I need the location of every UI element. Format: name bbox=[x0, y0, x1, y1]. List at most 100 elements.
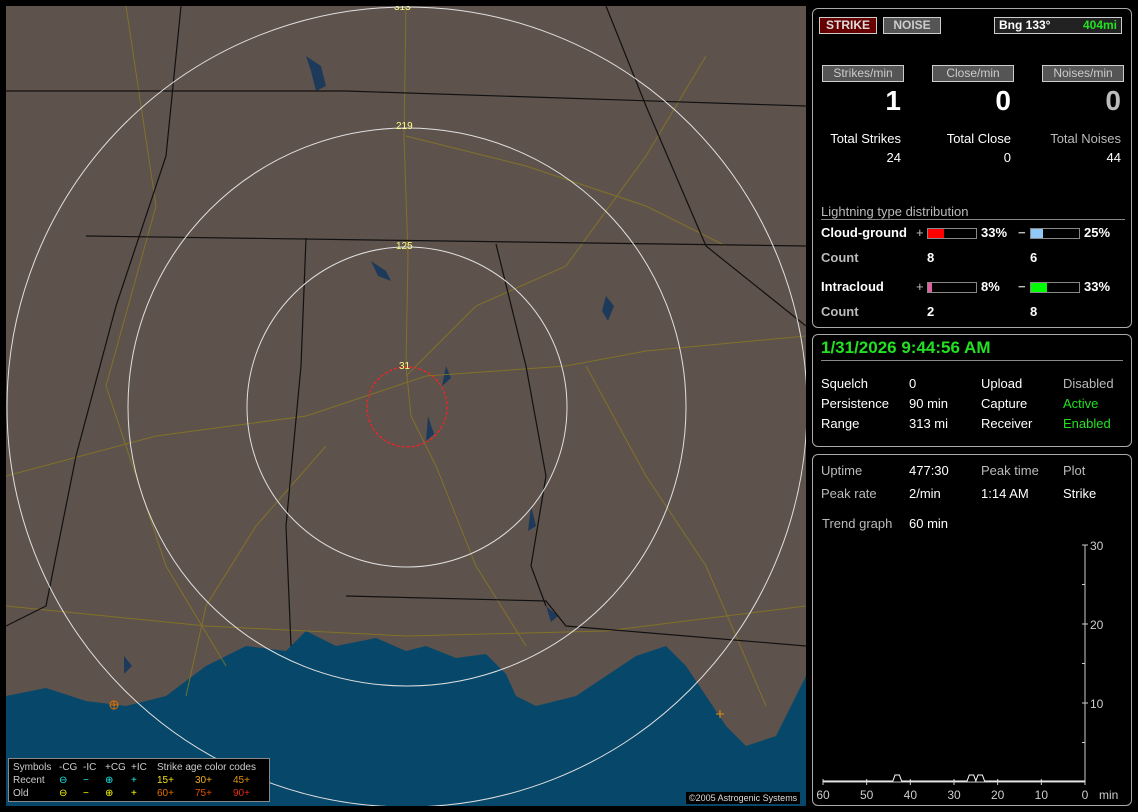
distribution-divider bbox=[821, 219, 1125, 220]
ic-neg-fill bbox=[1031, 283, 1047, 292]
close-per-min-value: 0 bbox=[995, 85, 1011, 116]
symbol-legend: Symbols -CG -IC +CG +IC Strike age color code… bbox=[8, 758, 270, 802]
total-noises-label: Total Noises bbox=[1050, 131, 1121, 146]
status-value: 313 mi bbox=[909, 416, 949, 431]
cg-pos-fill bbox=[928, 229, 944, 238]
status-value: Active bbox=[1063, 396, 1099, 411]
ring-label-313: 313 bbox=[394, 6, 411, 13]
legend-old-label: Old bbox=[13, 788, 29, 799]
x-tick-label: 40 bbox=[904, 788, 918, 802]
strike-map[interactable]: 313 219 125 31 bbox=[6, 6, 806, 806]
noises-per-min-button[interactable]: Noises/min bbox=[1042, 65, 1124, 82]
pos-ic-recent-icon: + bbox=[131, 775, 137, 786]
legend-col: +IC bbox=[131, 762, 147, 773]
trend-panel: Uptime 477:30 Peak time Plot Peak rate 2… bbox=[812, 454, 1132, 806]
x-tick-label: 10 bbox=[1035, 788, 1049, 802]
cg-pos-bar bbox=[927, 228, 977, 239]
status-label: Squelch bbox=[821, 376, 868, 391]
copyright: ©2005 Astrogenic Systems bbox=[686, 792, 801, 804]
cg-label: Cloud-ground bbox=[821, 225, 907, 240]
cg-count-label: Count bbox=[821, 250, 859, 265]
peak-rate-label: Peak rate bbox=[821, 486, 877, 501]
ic-neg-sign: − bbox=[1018, 279, 1026, 294]
rates-panel: STRIKE NOISE Bng 133° 404mi Strikes/min C… bbox=[812, 8, 1132, 328]
total-strikes-value: 24 bbox=[886, 150, 901, 165]
cg-pos-sign: + bbox=[916, 225, 924, 240]
legend-col: +CG bbox=[105, 762, 126, 773]
uptime-label: Uptime bbox=[821, 463, 863, 478]
ring-label-219: 219 bbox=[396, 121, 413, 132]
cg-neg-sign: − bbox=[1018, 225, 1026, 240]
strike-trend-line bbox=[823, 774, 1085, 783]
strikes-per-min-button[interactable]: Strikes/min bbox=[822, 65, 904, 82]
ic-neg-pct: 33% bbox=[1084, 279, 1111, 294]
water-lakes bbox=[124, 56, 614, 674]
status-label: Receiver bbox=[981, 416, 1033, 431]
pos-ic-old-icon: + bbox=[131, 788, 137, 799]
cg-neg-count: 6 bbox=[1030, 250, 1038, 265]
ic-label: Intracloud bbox=[821, 279, 884, 294]
total-close-label: Total Close bbox=[946, 131, 1011, 146]
age-75: 75+ bbox=[195, 788, 212, 799]
cg-neg-bar bbox=[1030, 228, 1080, 239]
cg-neg-fill bbox=[1031, 229, 1043, 238]
strike-button[interactable]: STRIKE bbox=[819, 17, 877, 34]
neg-ic-recent-icon: − bbox=[83, 775, 89, 786]
y-tick-label: 20 bbox=[1090, 618, 1104, 632]
y-tick-label: 30 bbox=[1090, 539, 1104, 553]
legend-age-title: Strike age color codes bbox=[157, 762, 256, 773]
ring-label-31: 31 bbox=[399, 361, 411, 372]
ic-count-label: Count bbox=[821, 304, 859, 319]
x-tick-label: 0 bbox=[1082, 788, 1089, 802]
uptime-value: 477:30 bbox=[909, 463, 949, 478]
cg-neg-pct: 25% bbox=[1084, 225, 1111, 240]
distance-value: 404mi bbox=[1082, 18, 1117, 32]
neg-cg-old-icon: ⊖ bbox=[59, 788, 68, 799]
ic-pos-count: 2 bbox=[927, 304, 935, 319]
status-divider bbox=[821, 360, 1123, 361]
y-tick-label: 10 bbox=[1090, 697, 1104, 711]
x-tick-label: 60 bbox=[816, 788, 830, 802]
status-label: Persistence bbox=[821, 396, 889, 411]
peak-time-label: Peak time bbox=[981, 463, 1039, 478]
ic-pos-sign: + bbox=[916, 279, 924, 294]
legend-recent-label: Recent bbox=[13, 775, 45, 786]
status-label: Range bbox=[821, 416, 860, 431]
close-per-min-button[interactable]: Close/min bbox=[932, 65, 1014, 82]
status-panel: 1/31/2026 9:44:56 AM Squelch 0 Upload Disab… bbox=[812, 334, 1132, 447]
strike-marker-ic[interactable] bbox=[716, 710, 724, 718]
age-30: 30+ bbox=[195, 775, 212, 786]
total-close-value: 0 bbox=[1003, 150, 1011, 165]
legend-col: -IC bbox=[83, 762, 97, 773]
range-rings bbox=[6, 6, 806, 806]
x-tick-label: 20 bbox=[991, 788, 1005, 802]
noise-button[interactable]: NOISE bbox=[883, 17, 941, 34]
ic-neg-bar bbox=[1030, 282, 1080, 293]
ic-pos-pct: 8% bbox=[981, 279, 1000, 294]
plot-value[interactable]: Strike bbox=[1063, 486, 1097, 501]
x-tick-label: 30 bbox=[947, 788, 961, 802]
trend-graph: 60 50 40 30 20 10 0 min 10 20 30 bbox=[816, 539, 1118, 802]
age-15: 15+ bbox=[157, 775, 174, 786]
legend-col: -CG bbox=[59, 762, 78, 773]
x-tick-label: 50 bbox=[860, 788, 874, 802]
trend-value: 60 min bbox=[909, 516, 949, 531]
neg-cg-recent-icon: ⊖ bbox=[59, 775, 68, 786]
ic-pos-bar bbox=[927, 282, 977, 293]
plot-label: Plot bbox=[1063, 463, 1086, 478]
bearing-value: Bng 133° bbox=[999, 18, 1051, 32]
ic-pos-fill bbox=[928, 283, 932, 292]
neg-ic-old-icon: − bbox=[83, 788, 89, 799]
pos-cg-recent-icon: ⊕ bbox=[105, 775, 114, 786]
bearing-readout: Bng 133° 404mi bbox=[994, 17, 1122, 34]
peak-time-value: 1:14 AM bbox=[981, 486, 1029, 501]
ic-neg-count: 8 bbox=[1030, 304, 1038, 319]
trend-label: Trend graph bbox=[822, 516, 893, 531]
status-value: 0 bbox=[909, 376, 917, 391]
legend-symbols-label: Symbols bbox=[13, 762, 52, 773]
strike-marker-cg-cross bbox=[110, 701, 118, 709]
road-network bbox=[6, 6, 806, 707]
state-borders bbox=[6, 6, 806, 647]
age-90: 90+ bbox=[233, 788, 250, 799]
status-label: Capture bbox=[981, 396, 1028, 411]
